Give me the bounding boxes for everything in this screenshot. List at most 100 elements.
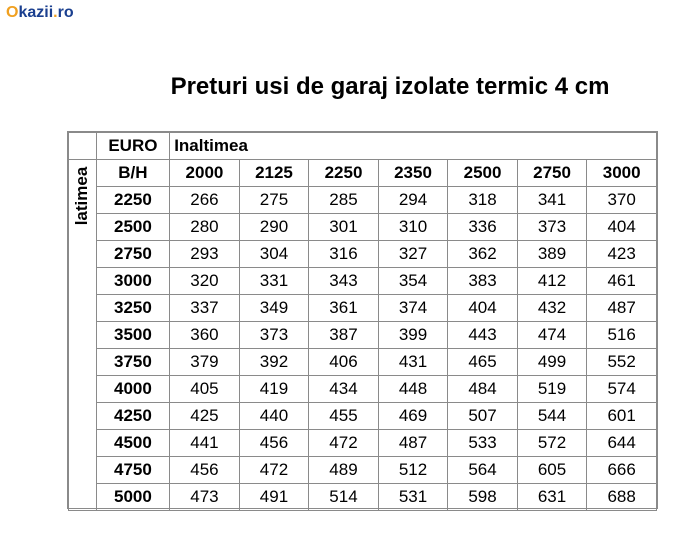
price-cell: 423 bbox=[586, 240, 657, 268]
price-cell: 275 bbox=[238, 186, 310, 214]
price-cell: 383 bbox=[447, 267, 518, 295]
table-row: 4000 405 419 434 448 484 519 574 bbox=[69, 375, 657, 403]
price-cell: 404 bbox=[586, 213, 657, 241]
price-cell: 389 bbox=[516, 240, 588, 268]
price-cell: 360 bbox=[169, 321, 240, 349]
price-cell: 327 bbox=[377, 240, 449, 268]
price-cell: 666 bbox=[586, 456, 657, 484]
price-cell: 688 bbox=[586, 483, 657, 511]
price-cell: 465 bbox=[447, 348, 518, 376]
width-header: 5000 bbox=[95, 483, 171, 511]
width-axis-label: latimea bbox=[72, 166, 92, 226]
width-header: 4500 bbox=[95, 429, 171, 457]
price-cell: 487 bbox=[377, 429, 449, 457]
price-cell: 293 bbox=[169, 240, 240, 268]
price-cell: 392 bbox=[238, 348, 310, 376]
price-cell: 512 bbox=[377, 456, 449, 484]
header-row: latimea B/H 2000 2125 2250 2350 2500 2750 3000 bbox=[68, 159, 657, 511]
price-cell: 489 bbox=[308, 456, 379, 484]
price-cell: 448 bbox=[377, 375, 449, 403]
table-row: 3000 320 331 343 354 383 412 461 bbox=[69, 267, 657, 295]
height-header-3000: 3000 bbox=[586, 159, 657, 187]
price-cell: 337 bbox=[169, 294, 240, 322]
price-cell: 441 bbox=[169, 429, 240, 457]
price-cell: 373 bbox=[238, 321, 310, 349]
table-row: 4500 441 456 472 487 533 572 644 bbox=[69, 429, 657, 457]
table-row: 3250 337 349 361 374 404 432 487 bbox=[69, 294, 657, 322]
table-row: 4750 456 472 489 512 564 605 666 bbox=[69, 456, 657, 484]
height-header-2350: 2350 bbox=[377, 159, 449, 187]
corner-label: B/H bbox=[95, 159, 171, 187]
width-axis-cell: latimea bbox=[68, 159, 97, 511]
price-cell: 473 bbox=[169, 483, 240, 511]
price-cell: 574 bbox=[586, 375, 657, 403]
price-cell: 379 bbox=[169, 348, 240, 376]
width-header: 3500 bbox=[95, 321, 171, 349]
price-cell: 564 bbox=[447, 456, 518, 484]
table-row: 2750 293 304 316 327 362 389 423 bbox=[69, 240, 657, 268]
empty-corner bbox=[68, 132, 97, 160]
table-row: 2500 280 290 301 310 336 373 404 bbox=[69, 213, 657, 241]
price-cell: 552 bbox=[586, 348, 657, 376]
price-cell: 461 bbox=[586, 267, 657, 295]
price-cell: 491 bbox=[238, 483, 310, 511]
price-cell: 431 bbox=[377, 348, 449, 376]
table-row: 3500 360 373 387 399 443 474 516 bbox=[69, 321, 657, 349]
price-cell: 399 bbox=[377, 321, 449, 349]
price-cell: 440 bbox=[238, 402, 310, 430]
height-header-2750: 2750 bbox=[516, 159, 588, 187]
logo-tld: ro bbox=[57, 4, 74, 21]
price-cell: 316 bbox=[308, 240, 379, 268]
height-header-2500: 2500 bbox=[447, 159, 518, 187]
price-cell: 412 bbox=[516, 267, 588, 295]
width-header: 3750 bbox=[95, 348, 171, 376]
price-cell: 285 bbox=[308, 186, 379, 214]
price-cell: 472 bbox=[238, 456, 310, 484]
price-cell: 644 bbox=[586, 429, 657, 457]
currency-row: EURO Inaltimea bbox=[68, 132, 657, 160]
price-cell: 455 bbox=[308, 402, 379, 430]
logo-brand: kazii bbox=[18, 4, 54, 21]
price-cell: 499 bbox=[516, 348, 588, 376]
width-header: 4750 bbox=[95, 456, 171, 484]
currency-label: EURO bbox=[95, 132, 171, 160]
price-cell: 572 bbox=[516, 429, 588, 457]
price-cell: 354 bbox=[377, 267, 449, 295]
price-cell: 373 bbox=[516, 213, 588, 241]
width-header: 3000 bbox=[95, 267, 171, 295]
height-header-2125: 2125 bbox=[238, 159, 310, 187]
price-cell: 531 bbox=[377, 483, 449, 511]
price-cell: 320 bbox=[169, 267, 240, 295]
price-cell: 474 bbox=[516, 321, 588, 349]
price-cell: 406 bbox=[308, 348, 379, 376]
price-cell: 432 bbox=[516, 294, 588, 322]
width-header: 2750 bbox=[95, 240, 171, 268]
price-cell: 331 bbox=[238, 267, 310, 295]
price-cell: 294 bbox=[377, 186, 449, 214]
price-cell: 404 bbox=[447, 294, 518, 322]
logo-o: O bbox=[6, 4, 19, 21]
width-header: 4250 bbox=[95, 402, 171, 430]
price-cell: 301 bbox=[308, 213, 379, 241]
price-cell: 349 bbox=[238, 294, 310, 322]
table-row: 2250 266 275 285 294 318 341 370 bbox=[69, 186, 657, 214]
price-cell: 456 bbox=[238, 429, 310, 457]
price-table: EURO Inaltimea latimea B/H 2000 2125 2250 2… bbox=[67, 131, 658, 511]
site-logo[interactable]: Okazii.ro bbox=[6, 4, 74, 22]
price-cell: 456 bbox=[169, 456, 240, 484]
price-cell: 304 bbox=[238, 240, 310, 268]
price-cell: 370 bbox=[586, 186, 657, 214]
table-row: 5000 473 491 514 531 598 631 688 bbox=[69, 483, 657, 511]
width-header: 2500 bbox=[95, 213, 171, 241]
height-header-2250: 2250 bbox=[308, 159, 379, 187]
price-cell: 434 bbox=[308, 375, 379, 403]
height-header-2000: 2000 bbox=[169, 159, 240, 187]
price-cell: 266 bbox=[169, 186, 240, 214]
price-cell: 533 bbox=[447, 429, 518, 457]
price-cell: 318 bbox=[447, 186, 518, 214]
price-cell: 362 bbox=[447, 240, 518, 268]
price-cell: 472 bbox=[308, 429, 379, 457]
price-cell: 343 bbox=[308, 267, 379, 295]
price-cell: 516 bbox=[586, 321, 657, 349]
width-header: 3250 bbox=[95, 294, 171, 322]
